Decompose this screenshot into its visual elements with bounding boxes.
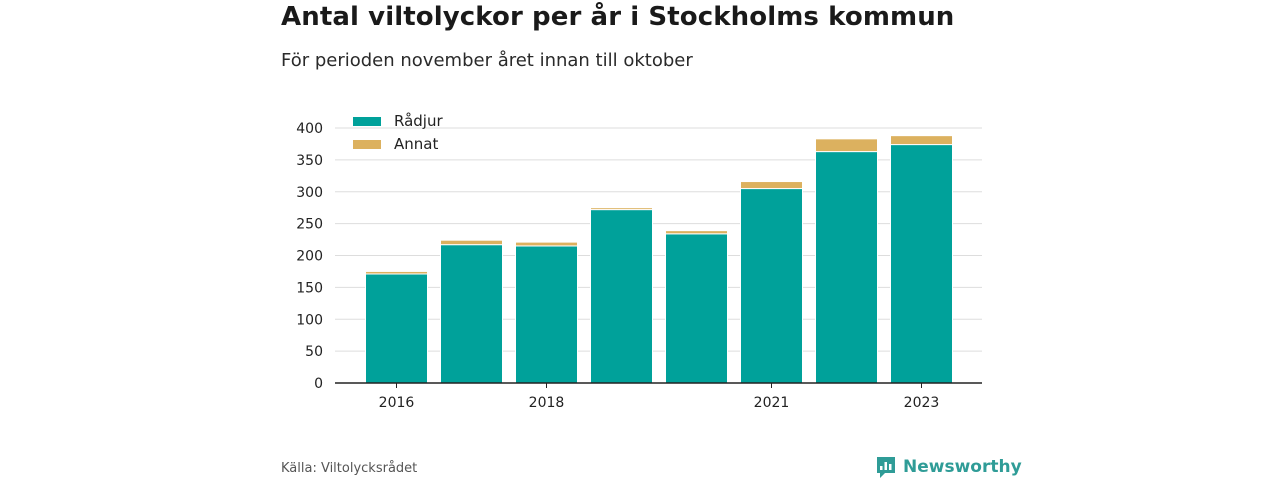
bar-segment-annat[interactable] (740, 181, 803, 190)
bar-segment-radjur[interactable] (890, 144, 953, 384)
brand-name: Newsworthy (903, 457, 1022, 477)
y-tick-label: 0 (314, 376, 323, 392)
bar-segment-annat[interactable] (665, 230, 728, 235)
bar-segment-annat[interactable] (440, 239, 503, 246)
bar-segment-radjur[interactable] (365, 273, 428, 384)
x-tick-label: 2018 (529, 395, 565, 411)
legend-label: Annat (394, 135, 438, 153)
bar-segment-annat[interactable] (815, 138, 878, 153)
y-tick-label: 300 (296, 185, 323, 201)
legend-label: Rådjur (394, 112, 443, 130)
y-tick-label: 100 (296, 312, 323, 328)
bar-segment-radjur[interactable] (665, 233, 728, 384)
bar-segment-radjur[interactable] (515, 245, 578, 384)
x-tick-label: 2023 (904, 395, 940, 411)
bar-segment-annat[interactable] (890, 135, 953, 146)
legend: Rådjur Annat (353, 112, 443, 153)
brand-logo[interactable]: Newsworthy (875, 455, 1022, 479)
bar-segment-annat[interactable] (365, 270, 428, 275)
y-tick-label: 200 (296, 249, 323, 265)
gridlines (335, 127, 982, 352)
x-tick-label: 2021 (754, 395, 790, 411)
bar-segment-radjur[interactable] (590, 209, 653, 384)
y-tick-label: 250 (296, 217, 323, 233)
legend-swatch (353, 140, 381, 149)
y-tick-label: 50 (305, 344, 323, 360)
chart-title: Antal viltolyckor per år i Stockholms ko… (281, 2, 955, 32)
bar-segment-annat[interactable] (515, 241, 578, 247)
chart-subtitle: För perioden november året innan till ok… (281, 50, 693, 71)
y-tick-label: 350 (296, 153, 323, 169)
y-tick-label: 400 (296, 121, 323, 137)
legend-swatch (353, 117, 381, 126)
source-note: Källa: Viltolycksrådet (281, 461, 418, 476)
y-tick-label: 150 (296, 280, 323, 296)
bar-segment-annat[interactable] (590, 207, 653, 211)
y-axis-ticks: 0 50 100 150 200 250 300 350 400 (296, 121, 323, 392)
bar-segment-radjur[interactable] (740, 188, 803, 384)
x-tick-label: 2016 (379, 395, 415, 411)
bars (365, 135, 953, 384)
bar-segment-radjur[interactable] (815, 151, 878, 384)
newsworthy-chart-icon (877, 457, 895, 478)
bar-segment-radjur[interactable] (440, 244, 503, 384)
x-axis-ticks: 2016 2018 2021 2023 (379, 383, 940, 411)
